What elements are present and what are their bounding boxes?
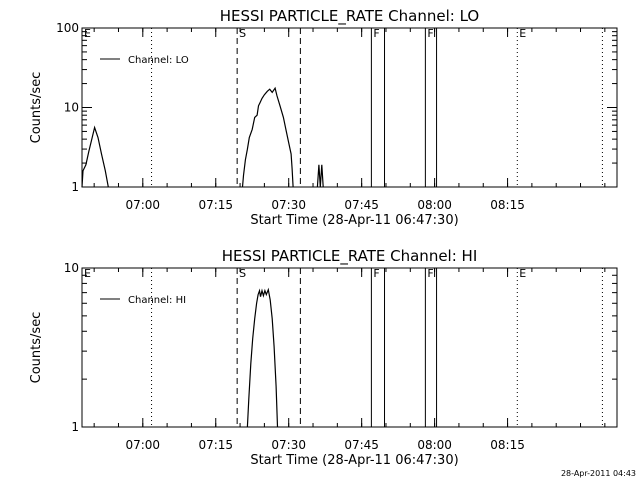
- legend-entry: Channel: LO: [128, 55, 189, 66]
- event-marker-label: E: [519, 27, 526, 40]
- event-marker-label: F: [427, 27, 433, 40]
- timestamp-footer: 28-Apr-2011 04:43: [561, 469, 636, 478]
- series-line: [81, 125, 109, 188]
- x-tick-label: 07:00: [125, 198, 160, 212]
- legend-entry: Channel: HI: [128, 295, 186, 306]
- x-tick-label: 07:15: [198, 198, 233, 212]
- y-tick-label: 10: [64, 101, 79, 115]
- event-marker-label: S: [239, 267, 246, 280]
- y-axis-label: Counts/sec: [29, 72, 44, 144]
- event-marker-label: S: [239, 27, 246, 40]
- x-axis-label: Start Time (28-Apr-11 06:47:30): [250, 453, 458, 468]
- x-tick-label: 07:45: [344, 438, 379, 452]
- event-marker-label: F: [373, 267, 379, 280]
- event-marker-label: E: [84, 267, 91, 280]
- y-tick-label: 1: [71, 420, 79, 434]
- y-tick-label: 10: [64, 261, 79, 275]
- series-line: [246, 287, 279, 428]
- chart-lo-channel: HESSI PARTICLE_RATE Channel: LO Counts/se…: [29, 7, 618, 228]
- x-tick-label: 07:30: [271, 438, 306, 452]
- chart-title: HESSI PARTICLE_RATE Channel: LO: [220, 7, 479, 26]
- event-marker-label: E: [519, 267, 526, 280]
- x-tick-label: 07:15: [198, 438, 233, 452]
- x-tick-label: 08:00: [417, 198, 452, 212]
- x-tick-label: 07:00: [125, 438, 160, 452]
- plot-frame: [81, 27, 618, 188]
- event-marker-label: F: [373, 27, 379, 40]
- x-tick-label: 08:00: [417, 438, 452, 452]
- x-axis-label: Start Time (28-Apr-11 06:47:30): [250, 213, 458, 228]
- plot-frame: [81, 267, 618, 428]
- x-tick-label: 08:15: [490, 198, 525, 212]
- series-line: [241, 86, 294, 188]
- x-tick-label: 07:45: [344, 198, 379, 212]
- series-line: [316, 164, 324, 188]
- y-axis-label: Counts/sec: [29, 312, 44, 384]
- x-tick-label: 08:15: [490, 438, 525, 452]
- x-tick-label: 07:30: [271, 198, 306, 212]
- chart-hi-channel: HESSI PARTICLE_RATE Channel: HI Counts/se…: [29, 247, 618, 468]
- event-marker-label: F: [427, 267, 433, 280]
- event-marker-label: E: [84, 27, 91, 40]
- y-tick-label: 1: [71, 180, 79, 194]
- y-tick-label: 100: [56, 21, 79, 35]
- chart-title: HESSI PARTICLE_RATE Channel: HI: [222, 247, 478, 266]
